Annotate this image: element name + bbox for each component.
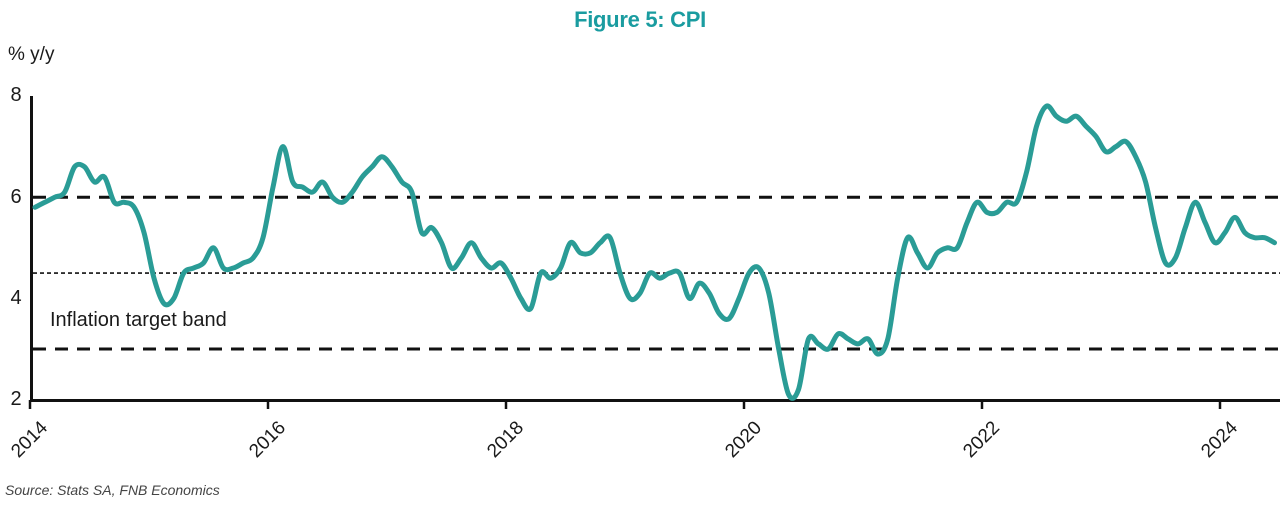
y-tick-label-6: 6 — [10, 186, 22, 208]
y-axis-unit-label: % y/y — [8, 44, 55, 65]
chart-title: Figure 5: CPI — [574, 7, 706, 32]
source-note: Source: Stats SA, FNB Economics — [5, 482, 220, 498]
y-tick-label-2: 2 — [10, 388, 22, 410]
y-tick-label-8: 8 — [10, 84, 22, 106]
cpi-series-line — [32, 103, 1277, 401]
y-tick-label-4: 4 — [10, 287, 22, 309]
x-axis-ticks — [28, 400, 1222, 409]
inflation-target-band-label: Inflation target band — [50, 309, 227, 331]
